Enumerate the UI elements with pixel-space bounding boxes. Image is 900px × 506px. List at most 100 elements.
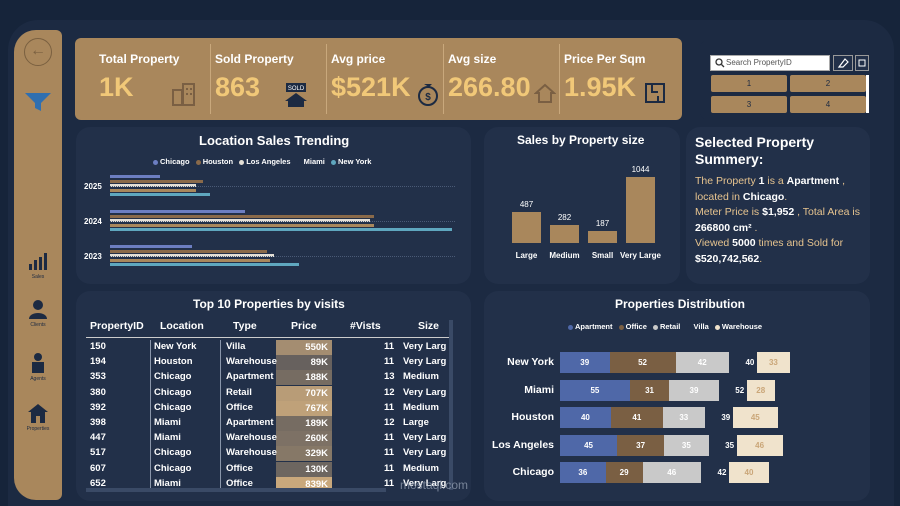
column-header[interactable]: Type — [233, 320, 257, 332]
category-label: Large — [515, 251, 538, 260]
table-hscrollbar[interactable] — [86, 488, 386, 492]
slicer-chip[interactable]: 2 — [790, 75, 866, 92]
eraser-icon — [837, 58, 849, 68]
dist-segment: 35 — [664, 435, 709, 456]
legend-item[interactable]: Chicago — [153, 157, 190, 166]
table-row[interactable]: 260K 447 Miami Warehouse 11 Very Larg — [86, 431, 452, 447]
back-icon[interactable]: ← — [24, 38, 52, 66]
table-cell: Very Larg — [403, 341, 447, 352]
table-row[interactable]: 839K 652 Miami Office 11 Very Larg — [86, 476, 452, 490]
legend-item[interactable]: Miami — [296, 157, 325, 166]
trend-bar — [110, 175, 160, 178]
table-row[interactable]: 707K 380 Chicago Retail 12 Very Larg — [86, 385, 452, 401]
trend-bar — [110, 188, 196, 192]
legend-item[interactable]: Houston — [195, 157, 233, 166]
table-cell: Villa — [226, 341, 246, 352]
legend-item[interactable]: Office — [618, 322, 647, 331]
gridline — [110, 221, 455, 222]
search-input[interactable]: Search PropertyID — [710, 55, 830, 71]
table-cell: Office — [226, 462, 253, 474]
legend-item[interactable]: Warehouse — [714, 322, 762, 331]
column-header[interactable]: PropertyID — [90, 320, 144, 332]
category-label: Chicago — [512, 466, 554, 478]
eraser-button[interactable] — [833, 55, 853, 71]
gridline — [110, 186, 455, 187]
dist-segment: 40 — [745, 358, 755, 367]
legend-item[interactable]: Los Angeles — [239, 157, 291, 166]
legend-item[interactable]: New York — [330, 157, 371, 166]
chart-legend: Chicago Houston Los Angeles Miami New Yo… — [153, 157, 375, 166]
table-cell: Chicago — [154, 447, 192, 459]
table-cell: 447 — [90, 432, 106, 444]
table-row[interactable]: 550K 150 New York Villa 11 Very Larg — [86, 340, 452, 355]
price-cell: 260K — [276, 431, 332, 447]
legend-item[interactable]: Villa — [686, 322, 709, 331]
sidebar-item-sales[interactable]: Sales — [18, 250, 58, 280]
dist-segment: 41 — [610, 407, 663, 428]
table-row[interactable]: 189K 398 Miami Apartment 12 Large — [86, 416, 452, 431]
kpi-value: $521K — [331, 72, 411, 102]
table-cell: Warehouse — [226, 356, 277, 368]
trend-bar — [110, 263, 299, 266]
more-options-button[interactable] — [855, 55, 869, 71]
dist-segment: 39 — [669, 380, 719, 401]
kpi-title: Avg price — [331, 52, 386, 66]
legend-item[interactable]: Apartment — [568, 322, 613, 331]
column-header[interactable]: Location — [160, 320, 204, 332]
bar-chart-icon — [29, 253, 47, 270]
table-cell: Very Larg — [403, 356, 447, 368]
column-header[interactable]: #Vists — [350, 320, 381, 332]
dist-segment: 35 — [725, 441, 735, 450]
kpi-avg-price: Avg price $521K $ — [326, 44, 443, 114]
sidebar-item-agents[interactable]: Agents — [18, 352, 58, 382]
table-cell: Warehouse — [226, 432, 277, 444]
table-cell: Medium — [403, 371, 439, 383]
table-body: 550K 150 New York Villa 11 Very Larg 89K 194 Hou… — [86, 340, 452, 490]
summary-card — [686, 127, 870, 284]
column-header[interactable]: Size — [418, 320, 440, 332]
slicer-scrollbar[interactable] — [866, 75, 869, 113]
sidebar-item-clients[interactable]: Clients — [18, 298, 58, 328]
y-tick-label: 2024 — [84, 217, 102, 226]
svg-text:$: $ — [425, 92, 431, 103]
dist-segment: 46 — [642, 462, 701, 483]
trend-bar — [110, 184, 196, 187]
trend-bar — [110, 223, 374, 227]
price-cell: 329K — [276, 446, 332, 462]
slicer-chip[interactable]: 3 — [711, 96, 787, 113]
table-cell: Medium — [403, 462, 439, 474]
table-row[interactable]: 130K 607 Chicago Office 11 Medium — [86, 461, 452, 477]
sidebar-item-label: Clients — [30, 322, 46, 328]
table-scrollbar[interactable] — [449, 320, 453, 490]
table-row[interactable]: 767K 392 Chicago Office 11 Medium — [86, 400, 452, 416]
price-cell: 188K — [276, 370, 332, 386]
table-row[interactable]: 329K 517 Chicago Warehouse 11 Very Larg — [86, 446, 452, 462]
table-cell: 194 — [90, 356, 106, 368]
price-cell: 130K — [276, 461, 332, 477]
legend-item[interactable]: Retail — [652, 322, 680, 331]
watermark: mostaql.com — [400, 478, 469, 492]
table-cell: New York — [154, 341, 197, 352]
slicer-chip[interactable]: 4 — [790, 96, 866, 113]
table-cell: 398 — [90, 417, 106, 428]
dist-segment: 31 — [629, 380, 670, 401]
y-tick-label: 2025 — [84, 182, 102, 191]
table-cell: 11 — [384, 447, 395, 459]
size-bar — [550, 225, 579, 243]
table-row[interactable]: 188K 353 Chicago Apartment 13 Medium — [86, 370, 452, 386]
slicer-chip[interactable]: 1 — [711, 75, 787, 92]
kpi-value: 863 — [215, 72, 261, 102]
sidebar: ← Sales Clients Agents Properties — [14, 30, 62, 500]
filter-icon[interactable] — [23, 90, 53, 119]
table-cell: Miami — [154, 477, 181, 489]
table-cell: Retail — [226, 386, 252, 398]
sidebar-item-properties[interactable]: Properties — [18, 402, 58, 432]
sidebar-item-label: Agents — [30, 376, 46, 382]
column-header[interactable]: Price — [291, 320, 317, 332]
clients-icon — [29, 300, 47, 319]
sidebar-item-label: Sales — [31, 274, 45, 280]
kpi-title: Price Per Sqm — [564, 52, 646, 66]
table-row[interactable]: 89K 194 Houston Warehouse 11 Very Larg — [86, 355, 452, 371]
size-bar — [588, 231, 617, 243]
house-icon — [534, 83, 556, 103]
